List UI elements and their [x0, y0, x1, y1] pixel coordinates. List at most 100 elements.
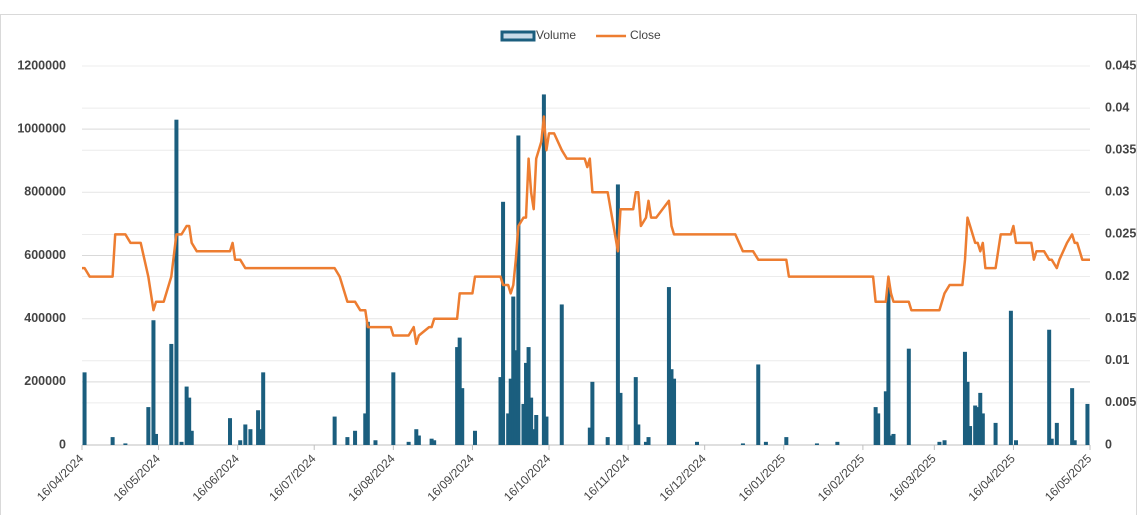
volume-bar: [526, 347, 531, 445]
y2-tick-label: 0.005: [1105, 395, 1136, 409]
y-tick-label: 0: [59, 437, 66, 451]
y2-tick-label: 0.015: [1105, 311, 1136, 325]
volume-bar: [756, 364, 761, 445]
volume-bar: [975, 407, 980, 445]
volume-bar: [835, 441, 840, 445]
volume-bar: [506, 413, 511, 445]
volume-bar: [888, 435, 893, 445]
volume-bar: [1085, 403, 1090, 445]
x-tick-label: 16/04/2025: [965, 451, 1018, 504]
volume-bar: [534, 414, 539, 445]
volume-bar: [154, 433, 159, 445]
volume-bar: [643, 441, 648, 445]
volume-bar: [615, 184, 620, 445]
volume-bar: [1070, 388, 1075, 445]
y-tick-label: 800000: [24, 185, 66, 199]
volume-bar: [416, 435, 421, 445]
volume-bar: [873, 407, 878, 445]
volume-bar: [968, 426, 973, 445]
volume-bar: [618, 392, 623, 445]
volume-bar: [365, 321, 370, 445]
x-tick-label: 16/05/2025: [1042, 451, 1095, 504]
volume-bar: [460, 388, 465, 445]
volume-bar: [248, 429, 253, 445]
volume-bar: [973, 405, 978, 445]
volume-bar: [669, 369, 674, 445]
volume-bar: [1047, 329, 1052, 445]
x-tick-label: 16/02/2025: [815, 451, 868, 504]
volume-bar: [814, 443, 819, 445]
volume-bar: [559, 304, 564, 445]
volume-bar: [373, 440, 378, 445]
volume-bar: [414, 429, 419, 445]
volume-bar: [513, 350, 518, 445]
volume-bar: [1072, 440, 1077, 445]
volume-bar: [429, 438, 434, 445]
volume-bar: [524, 362, 529, 445]
volume-bar: [472, 430, 477, 445]
volume-bar: [544, 416, 549, 445]
volume-bar: [189, 430, 194, 445]
y2-tick-label: 0.035: [1105, 143, 1136, 157]
x-tick-label: 16/03/2025: [886, 451, 939, 504]
volume-bar: [187, 397, 192, 445]
volume-bar: [965, 381, 970, 445]
volume-bar: [937, 441, 942, 445]
volume-bar: [508, 378, 513, 445]
x-tick-label: 16/08/2024: [345, 451, 398, 504]
volume-bar: [529, 397, 534, 445]
volume-bar: [353, 430, 358, 445]
volume-bar: [511, 296, 516, 445]
volume-bar: [110, 437, 115, 445]
volume-bar: [784, 437, 789, 445]
volume-bar: [258, 429, 263, 445]
volume-bar: [886, 287, 891, 445]
y-tick-label: 1000000: [17, 121, 66, 135]
volume-bar: [243, 424, 248, 445]
volume-bar: [345, 437, 350, 445]
volume-bar: [695, 441, 700, 445]
volume-bar: [455, 347, 460, 445]
volume-bar: [891, 433, 896, 445]
volume-bar: [516, 135, 521, 445]
volume-bar: [174, 119, 179, 446]
volume-bar: [636, 424, 641, 445]
volume-bar: [587, 427, 592, 445]
volume-bar: [146, 407, 151, 445]
volume-bar: [1049, 438, 1054, 445]
volume-bar: [179, 441, 184, 445]
volume-bar: [521, 403, 526, 445]
y2-tick-label: 0.02: [1105, 269, 1129, 283]
volume-bar: [228, 418, 233, 445]
volume-bar: [256, 410, 261, 445]
volume-bar: [962, 351, 967, 445]
volume-bar: [432, 440, 437, 445]
legend-label: Volume: [536, 28, 576, 42]
volume-bar: [740, 443, 745, 445]
volume-bar: [978, 392, 983, 445]
y2-tick-label: 0.01: [1105, 353, 1129, 367]
volume-bar: [906, 348, 911, 445]
x-tick-label: 16/09/2024: [424, 451, 477, 504]
y-tick-label: 600000: [24, 248, 66, 262]
y2-tick-label: 0.03: [1105, 185, 1129, 199]
volume-bar: [498, 377, 503, 445]
x-tick-label: 16/11/2024: [581, 451, 633, 503]
volume-bar: [261, 372, 266, 445]
volume-bar: [184, 386, 189, 445]
volume-bar: [457, 337, 462, 445]
volume-bar: [993, 422, 998, 445]
volume-bar: [363, 413, 368, 445]
volume-bar: [672, 378, 677, 445]
x-tick-label: 16/04/2024: [34, 451, 87, 504]
volume-bar: [541, 94, 546, 446]
volume-bar: [605, 437, 610, 445]
volume-bar: [531, 429, 536, 445]
y-tick-label: 200000: [24, 374, 66, 388]
volume-bar: [332, 416, 337, 445]
y2-tick-label: 0.025: [1105, 227, 1136, 241]
volume-bar: [238, 440, 243, 445]
x-tick-label: 16/10/2024: [501, 451, 554, 504]
x-tick-label: 16/12/2024: [657, 451, 710, 504]
